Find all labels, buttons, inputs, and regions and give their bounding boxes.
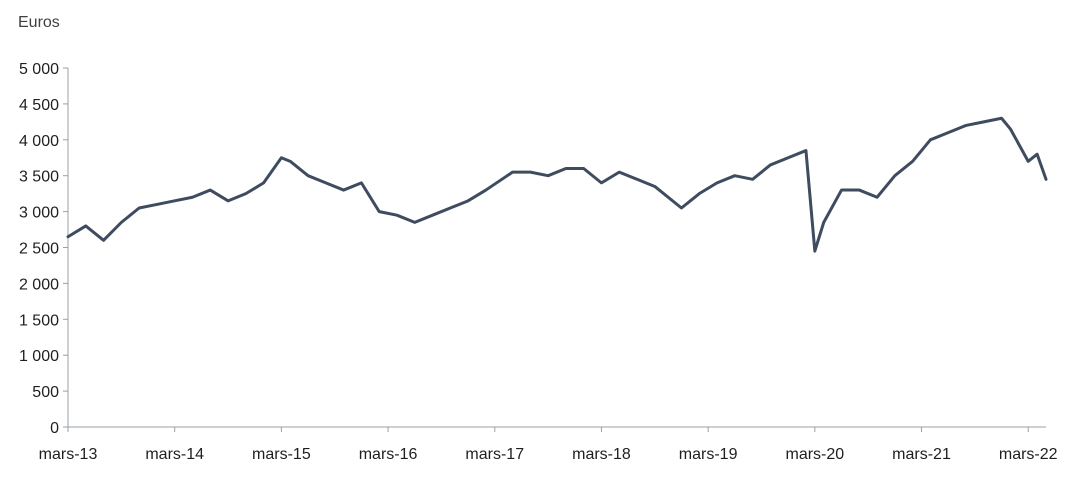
x-tick-label: mars-22: [999, 446, 1058, 463]
y-axis-unit-label: Euros: [18, 14, 60, 31]
y-axis: 0 500 1 000 1 500 2 000 2 500 3 000 3 500 4 000 4…: [19, 61, 69, 437]
y-tick-label: 2 500: [19, 241, 59, 258]
x-tick-label: mars-16: [359, 446, 418, 463]
y-tick-label: 1 500: [19, 312, 59, 329]
x-tick-label: mars-18: [572, 446, 631, 463]
y-tick-label: 3 500: [19, 169, 59, 186]
y-tick-label: 4 500: [19, 97, 59, 114]
series-line-0: [66, 116, 1048, 253]
y-tick-label: 5 000: [19, 61, 59, 78]
y-tick-label: 1 000: [19, 348, 59, 365]
x-tick-label: mars-20: [785, 446, 844, 463]
y-tick-label: 3 000: [19, 205, 59, 222]
x-tick-label: mars-17: [465, 446, 524, 463]
y-tick-label: 4 000: [19, 133, 59, 150]
series-group: [66, 116, 1048, 253]
x-tick-label: mars-19: [679, 446, 738, 463]
x-tick-label: mars-14: [145, 446, 204, 463]
x-tick-label: mars-13: [39, 446, 98, 463]
x-tick-label: mars-15: [252, 446, 311, 463]
x-tick-label: mars-21: [892, 446, 951, 463]
y-tick-label: 2 000: [19, 276, 59, 293]
y-tick-label: 500: [32, 384, 59, 401]
y-tick-label: 0: [50, 420, 59, 437]
x-axis: mars-13 mars-14 mars-15 mars-16 mars-17 mars-…: [39, 426, 1058, 463]
